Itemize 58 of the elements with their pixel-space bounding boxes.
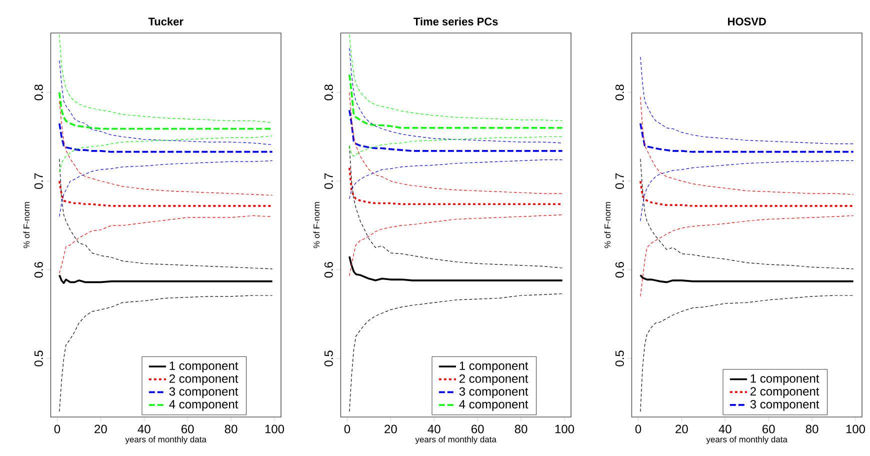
chart-title: HOSVD <box>728 18 766 26</box>
x-tick-label: 100 <box>265 424 284 434</box>
x-tick-label: 0 <box>344 424 350 434</box>
x-tick-label: 100 <box>555 424 574 434</box>
y-tick-label: 0.5 <box>615 350 624 366</box>
chart-title: Time series PCs <box>414 17 498 26</box>
x-tick-label: 60 <box>182 424 194 434</box>
y-tick-label: 0.8 <box>615 84 624 100</box>
x-axis-title: years of monthly data <box>706 436 788 444</box>
y-tick-label: 0.5 <box>34 350 43 366</box>
y-tick-label: 0.7 <box>34 173 43 189</box>
x-tick-label: 80 <box>514 424 528 434</box>
legend-label: 1 component <box>460 362 528 372</box>
legend-label: 3 component <box>169 387 238 398</box>
x-tick-label: 40 <box>138 424 150 434</box>
y-tick-label: 0.5 <box>324 350 333 366</box>
legend-label: 2 component <box>169 374 238 386</box>
x-tick-label: 0 <box>54 424 60 434</box>
y-axis-title: % of F-norm <box>313 202 320 248</box>
legend-label: 4 component <box>459 400 528 411</box>
x-tick-label: 60 <box>762 424 775 434</box>
x-tick-label: 60 <box>472 424 484 434</box>
x-tick-label: 20 <box>676 424 688 434</box>
x-tick-label: 40 <box>428 424 440 434</box>
x-tick-label: 20 <box>94 424 107 434</box>
line-series <box>59 295 273 412</box>
x-tick-label: 0 <box>635 424 642 434</box>
line-series <box>349 145 563 268</box>
y-tick-label: 0.6 <box>324 262 333 278</box>
x-tick-label: 20 <box>384 424 397 434</box>
chart-title: Tucker <box>148 17 184 26</box>
line-series <box>59 60 273 146</box>
x-tick-label: 80 <box>806 424 818 434</box>
y-tick-label: 0.6 <box>34 262 43 278</box>
y-tick-label: 0.6 <box>615 262 624 278</box>
legend-label: 3 component <box>459 387 528 398</box>
x-axis-title: years of monthly data <box>125 436 206 444</box>
x-tick-label: 80 <box>224 424 238 434</box>
line-series <box>349 293 563 412</box>
y-tick-label: 0.7 <box>324 173 333 189</box>
line-series <box>640 158 854 270</box>
x-tick-label: 100 <box>846 424 866 434</box>
legend-label: 4 component <box>169 400 238 411</box>
legend-label: 1 component <box>750 374 820 386</box>
x-axis-title: years of monthly data <box>415 436 496 444</box>
y-axis-title: % of F-norm <box>23 202 30 248</box>
legend-label: 3 component <box>750 400 820 411</box>
x-tick-label: 40 <box>718 424 732 434</box>
legend-label: 2 component <box>459 374 528 386</box>
y-tick-label: 0.8 <box>324 84 333 100</box>
line-series <box>349 34 563 122</box>
y-tick-label: 0.7 <box>615 173 624 189</box>
y-axis-title: % of F-norm <box>604 202 611 248</box>
line-series <box>349 214 563 276</box>
line-series <box>640 295 854 412</box>
legend-label: 1 component <box>170 362 238 372</box>
y-tick-label: 0.8 <box>34 84 43 100</box>
legend-label: 2 component <box>750 387 820 398</box>
